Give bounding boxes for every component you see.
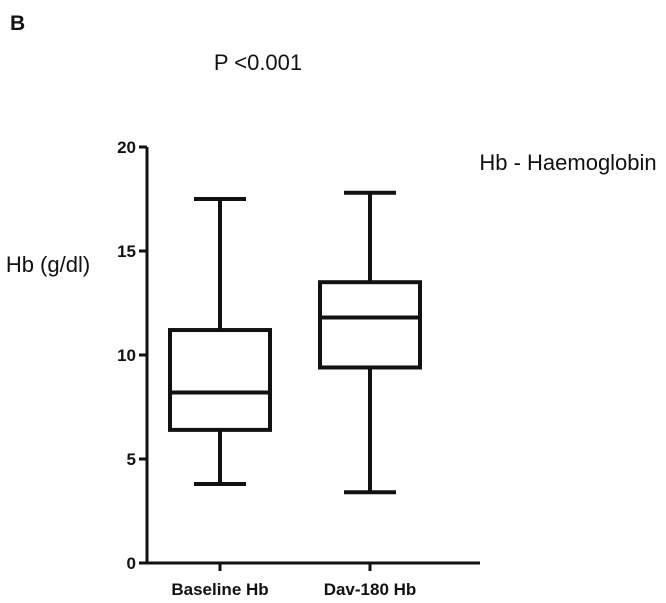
box-1 [168, 197, 272, 486]
x-category-label: Baseline Hb [171, 580, 268, 599]
y-tick-label: 20 [117, 138, 136, 157]
p-value-annotation: P <0.001 [214, 50, 302, 75]
iqr-box [168, 328, 272, 432]
y-tick-label: 15 [117, 242, 136, 261]
y-tick-label: 0 [127, 554, 136, 573]
y-tick-label: 5 [127, 450, 136, 469]
x-category-label: Dav-180 Hb [324, 580, 417, 599]
box-2 [318, 190, 422, 495]
panel-label: B [10, 12, 25, 35]
legend-note: Hb - Haemoglobin [479, 150, 656, 175]
axes: 0 5 10 15 20 Baseline Hb Dav-180 Hb [117, 138, 480, 599]
y-tick-label: 10 [117, 346, 136, 365]
boxes [168, 190, 422, 495]
y-axis-label: Hb (g/dl) [6, 252, 90, 277]
iqr-box [318, 280, 422, 370]
